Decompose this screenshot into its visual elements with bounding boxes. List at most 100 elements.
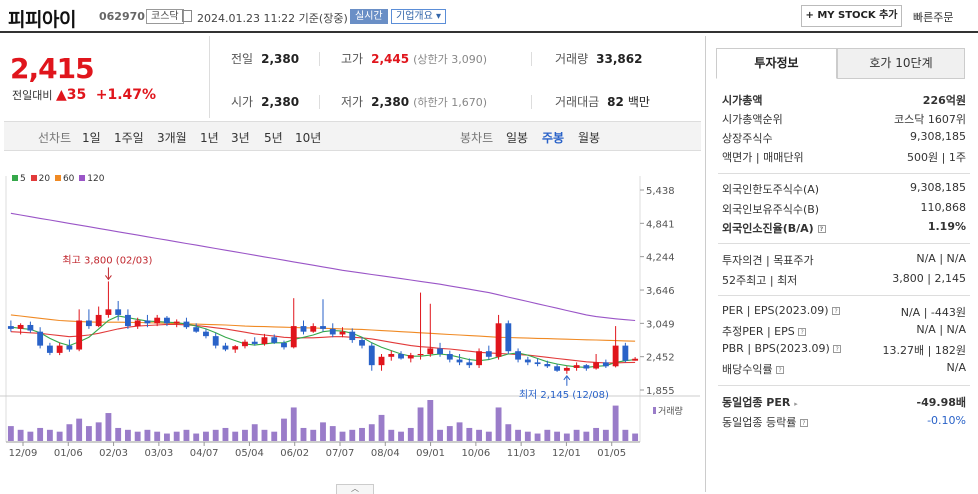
volume-bar xyxy=(85,426,92,441)
industry-per-row: 동일업종 PER ▸ -49.98배 xyxy=(722,396,966,409)
volume-bar xyxy=(95,422,102,441)
candle-body xyxy=(563,367,570,371)
ma60-swatch xyxy=(54,175,61,181)
period-1w[interactable]: 1주일 xyxy=(114,131,144,145)
volume-bar xyxy=(193,433,200,441)
volume-bar xyxy=(359,427,365,441)
candle-body xyxy=(359,340,365,346)
change-label: 전일대비 xyxy=(12,89,53,102)
x-tick-label: 11/03 xyxy=(507,448,536,459)
volume-bar xyxy=(300,427,307,441)
candle-body xyxy=(329,328,336,335)
volume-bar xyxy=(222,427,229,441)
candle-body xyxy=(124,314,131,327)
candle-body xyxy=(193,327,200,332)
x-tick-label: 10/06 xyxy=(461,448,490,459)
ma20-swatch xyxy=(30,175,37,181)
help-icon[interactable]: ? xyxy=(776,366,785,374)
candle-body xyxy=(544,364,551,367)
help-icon[interactable]: ? xyxy=(832,307,841,315)
low-price: 저가 2,380 (하한가 1,670) xyxy=(341,95,487,109)
candle-body xyxy=(320,326,326,329)
volume-legend-swatch xyxy=(653,407,656,414)
period-10y[interactable]: 10년 xyxy=(295,131,322,145)
period-3m[interactable]: 3개월 xyxy=(157,131,187,145)
volume-bar xyxy=(398,431,404,441)
week52-row: 52주최고 | 최저 3,800 | 2,145 xyxy=(722,272,966,287)
ma20-line xyxy=(10,323,636,364)
volume-bar xyxy=(183,429,190,441)
ma-legend: 5 20 60 120 xyxy=(10,174,104,184)
realtime-tag[interactable]: 실시간 xyxy=(350,9,388,24)
period-1y[interactable]: 1년 xyxy=(200,131,219,145)
tab-orderbook[interactable]: 호가 10단계 xyxy=(837,48,965,79)
low-arrow-head xyxy=(563,374,571,381)
candle-body xyxy=(339,331,346,335)
candle-body xyxy=(310,326,317,332)
candle-body xyxy=(144,320,151,324)
volume-bar xyxy=(554,431,561,441)
open-price: 시가 2,380 xyxy=(231,95,300,109)
candle-body xyxy=(173,321,180,324)
period-1d[interactable]: 1일 xyxy=(82,131,101,145)
volume-bar xyxy=(281,418,287,441)
candle-body xyxy=(407,355,414,359)
help-icon[interactable]: ? xyxy=(833,345,842,353)
company-info-dropdown[interactable]: 기업개요 ▾ xyxy=(391,9,447,24)
x-tick-label: 09/01 xyxy=(416,448,445,459)
volume-bar xyxy=(339,431,346,441)
x-tick-label: 12/01 xyxy=(552,448,581,459)
y-tick-label: 2,452 xyxy=(646,353,675,364)
collapse-chart-button[interactable]: ︿ xyxy=(336,484,374,494)
ma5-label: 5 xyxy=(20,174,26,184)
candle-body xyxy=(290,326,297,348)
volume-bar xyxy=(593,427,600,441)
help-icon[interactable]: ? xyxy=(798,328,807,336)
y-tick-label: 3,646 xyxy=(646,286,675,297)
candle-body xyxy=(7,326,14,329)
candle-body xyxy=(349,331,356,341)
price-chart[interactable]: 5,438 4,841 4,244 3,646 3,049 2,452 1,855 12/09… xyxy=(0,176,700,476)
candle-body xyxy=(427,348,434,354)
y-tick-label: 4,841 xyxy=(646,219,675,230)
dividend-row: 배당수익률 ? N/A xyxy=(722,361,966,376)
high-arrow-head xyxy=(105,275,112,281)
ma20-label: 20 xyxy=(38,174,51,184)
candle-chart-label: 봉차트 xyxy=(460,131,494,145)
candle-body xyxy=(612,345,619,367)
ma5-swatch xyxy=(12,175,18,181)
up-triangle-icon: ▲ xyxy=(55,87,67,103)
est-per-eps-row: 추정PER | EPS ? N/A | N/A xyxy=(722,323,966,338)
candle-monthly[interactable]: 월봉 xyxy=(578,131,601,145)
listed-shares-row: 상장주식수 9,308,185 xyxy=(722,130,966,145)
candle-body xyxy=(515,351,522,360)
volume-bar xyxy=(203,431,209,441)
opinion-target-row: 투자의견 | 목표주가 N/A | N/A xyxy=(722,252,966,267)
help-icon[interactable]: ? xyxy=(799,419,808,427)
volume-bar xyxy=(485,431,492,441)
candle-body xyxy=(554,366,561,371)
volume-bar xyxy=(573,429,580,441)
x-tick-label: 01/05 xyxy=(597,448,626,459)
candle-daily[interactable]: 일봉 xyxy=(506,131,529,145)
candle-body xyxy=(232,346,239,350)
volume-bar xyxy=(232,431,239,441)
candle-body xyxy=(524,359,531,363)
candle-body xyxy=(534,362,541,365)
candle-weekly[interactable]: 주봉 xyxy=(542,131,565,145)
quick-order-button[interactable]: 빠른주문 xyxy=(913,11,954,24)
add-mystock-button[interactable]: + MY STOCK 추가 xyxy=(801,5,902,27)
volume-bar xyxy=(154,431,161,441)
period-3y[interactable]: 3년 xyxy=(231,131,250,145)
high-price: 고가 2,445 (상한가 3,090) xyxy=(341,52,487,66)
stock-header: 피피아이 062970 코스닥 2024.01.23 11:22 기준(장중) … xyxy=(0,0,978,33)
candle-body xyxy=(17,324,24,329)
period-5y[interactable]: 5년 xyxy=(264,131,283,145)
volume-bar xyxy=(446,426,453,441)
volume-bar xyxy=(495,407,502,441)
volume-bar xyxy=(388,429,395,441)
ma60-label: 60 xyxy=(62,174,75,184)
help-icon[interactable]: ? xyxy=(817,225,826,233)
volume-bar xyxy=(27,431,34,441)
tab-investment-info[interactable]: 투자정보 xyxy=(716,48,837,79)
